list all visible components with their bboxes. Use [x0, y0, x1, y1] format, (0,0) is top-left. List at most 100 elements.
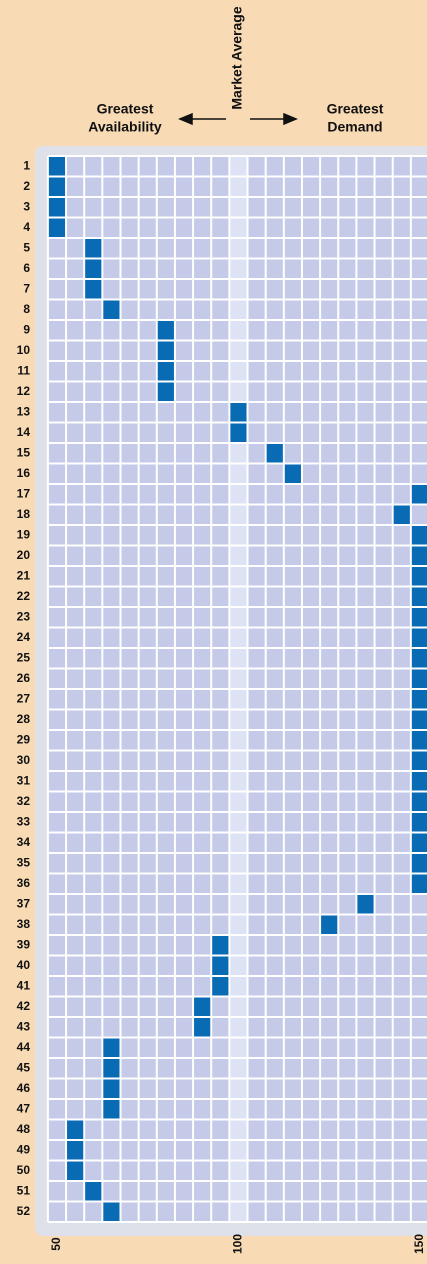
cell-mark [103, 1100, 120, 1119]
cell-mark [393, 505, 410, 524]
row-label: 11 [17, 363, 30, 377]
row-label: 24 [17, 630, 31, 644]
row-label: 3 [23, 199, 30, 213]
cell-mark [411, 854, 427, 873]
row-label: 31 [17, 773, 31, 787]
cell-mark [85, 280, 102, 299]
row-label: 14 [17, 425, 31, 439]
cell-mark [411, 608, 427, 627]
row-label: 23 [17, 609, 31, 623]
row-label: 5 [23, 240, 30, 254]
row-label: 37 [17, 896, 31, 910]
row-label: 45 [17, 1060, 31, 1074]
row-label: 43 [17, 1019, 31, 1033]
annotation-right: Demand [327, 119, 382, 135]
row-label: 15 [17, 445, 31, 459]
row-label: 26 [17, 671, 31, 685]
cell-mark [411, 731, 427, 750]
row-label: 40 [17, 958, 31, 972]
x-tick-label: 100 [231, 1234, 245, 1254]
cell-mark [411, 546, 427, 565]
cell-mark [266, 444, 283, 463]
row-label: 8 [23, 302, 30, 316]
cell-mark [48, 157, 66, 176]
cell-mark [411, 772, 427, 791]
cell-mark [103, 1079, 120, 1098]
row-label: 2 [23, 179, 30, 193]
cell-mark [411, 751, 427, 770]
cell-mark [103, 1059, 120, 1078]
cell-mark [411, 649, 427, 668]
cell-mark [157, 362, 174, 381]
cell-mark [67, 1161, 84, 1180]
cell-mark [67, 1120, 84, 1139]
cell-mark [411, 690, 427, 709]
cell-mark [48, 218, 66, 237]
cell-mark [157, 341, 174, 360]
row-label: 6 [23, 261, 30, 275]
cell-mark [411, 628, 427, 647]
row-label: 33 [17, 814, 31, 828]
row-label: 47 [17, 1101, 31, 1115]
cell-mark [357, 895, 374, 914]
annotation-left: Greatest [97, 101, 154, 117]
cell-mark [411, 669, 427, 688]
cell-mark [67, 1141, 84, 1160]
cell-mark [230, 423, 247, 442]
row-label: 50 [17, 1163, 31, 1177]
cell-mark [194, 997, 211, 1016]
row-label: 38 [17, 917, 31, 931]
row-label: 17 [17, 486, 31, 500]
arrows [178, 112, 298, 126]
row-label: 41 [17, 978, 31, 992]
row-label: 12 [17, 384, 31, 398]
row-label: 27 [17, 691, 31, 705]
row-label: 21 [17, 568, 31, 582]
cell-mark [411, 567, 427, 586]
cell-mark [212, 936, 229, 955]
cell-mark [321, 915, 338, 934]
row-label: 46 [17, 1081, 31, 1095]
cell-mark [85, 259, 102, 278]
x-tick-label: 150 [412, 1234, 426, 1254]
cell-mark [103, 1038, 120, 1057]
row-label: 20 [17, 548, 31, 562]
cell-mark [48, 198, 66, 217]
row-label: 13 [17, 404, 31, 418]
row-label: 25 [17, 650, 31, 664]
cell-mark [284, 464, 301, 483]
cell-mark [212, 956, 229, 975]
cell-mark [103, 300, 120, 319]
row-label: 16 [17, 466, 31, 480]
row-label: 32 [17, 794, 31, 808]
row-label: 35 [17, 855, 31, 869]
row-label: 39 [17, 937, 31, 951]
cell-mark [85, 239, 102, 258]
cell-mark [411, 792, 427, 811]
annotation-left: Availability [88, 119, 162, 135]
x-tick-label: 50 [49, 1237, 63, 1251]
row-label: 10 [17, 343, 31, 357]
row-label: 49 [17, 1142, 31, 1156]
row-label: 30 [17, 753, 31, 767]
annotation-right: Greatest [327, 101, 384, 117]
cell-mark [411, 526, 427, 545]
row-label: 48 [17, 1122, 31, 1136]
cell-mark [411, 587, 427, 606]
cell-mark [157, 321, 174, 340]
cell-mark [411, 710, 427, 729]
cell-mark [157, 382, 174, 401]
row-label: 52 [17, 1204, 31, 1218]
cell-mark [212, 977, 229, 996]
cell-mark [85, 1182, 102, 1201]
row-label: 22 [17, 589, 31, 603]
row-label: 19 [17, 527, 31, 541]
row-label: 51 [17, 1183, 31, 1197]
row-label: 7 [23, 281, 30, 295]
row-label: 36 [17, 876, 31, 890]
cell-mark [411, 874, 427, 893]
row-label: 42 [17, 999, 31, 1013]
row-label: 4 [23, 220, 30, 234]
cell-mark [230, 403, 247, 422]
